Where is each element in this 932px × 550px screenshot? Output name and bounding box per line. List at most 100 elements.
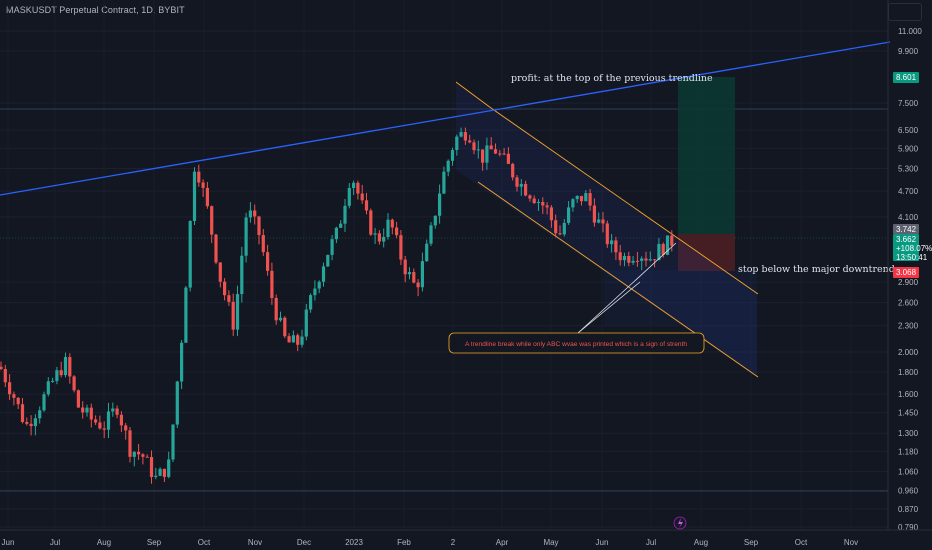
candle-body [29, 423, 33, 427]
candle-body [472, 142, 476, 151]
candle [283, 316, 287, 339]
candle-body [111, 408, 115, 412]
candle [162, 468, 166, 483]
candle [468, 134, 472, 144]
candle-body [25, 422, 29, 424]
candle-body [309, 295, 313, 310]
candle-body [154, 475, 158, 478]
candle [296, 333, 300, 352]
price-tick-label: 4.700 [898, 187, 919, 196]
candle [171, 424, 175, 463]
time-tick-label: Apr [496, 538, 509, 547]
candle-body [188, 221, 192, 288]
candle [137, 443, 141, 460]
candle [68, 353, 72, 384]
price-tick-label: 0.960 [898, 486, 919, 495]
candle-body [407, 272, 412, 275]
candle-body [584, 193, 588, 202]
candle [248, 202, 252, 223]
stop-price-label-bg [893, 267, 919, 278]
candle [575, 195, 579, 203]
candle [72, 375, 76, 393]
price-tick-label: 6.500 [898, 126, 919, 135]
candle [549, 205, 553, 228]
candle [442, 166, 446, 195]
candle [141, 453, 145, 465]
lightning-icon [673, 516, 687, 530]
candle-body [536, 202, 541, 204]
candle [274, 294, 278, 325]
candle [287, 333, 291, 343]
candle [472, 139, 476, 155]
candle-body [274, 297, 278, 321]
candle [382, 228, 386, 248]
candle [567, 200, 571, 225]
candle [326, 254, 330, 267]
candle [438, 184, 442, 224]
candle-body [12, 394, 16, 398]
candle-body [438, 193, 442, 216]
candle [235, 285, 240, 337]
target-price-label: 8.601 [893, 72, 919, 83]
candle [356, 180, 360, 200]
time-tick-label: Aug [97, 538, 111, 547]
time-tick-label: Sep [147, 538, 162, 547]
candle-body [326, 254, 330, 267]
candle-body [63, 357, 68, 376]
candle [399, 230, 403, 265]
price-tick-label: 0.870 [898, 505, 919, 514]
candle [201, 179, 205, 197]
entry-price-label: 3.742 [893, 224, 919, 234]
candle-body [180, 342, 184, 382]
stop-loss-zone [678, 234, 735, 271]
candle-body [321, 266, 326, 282]
candle-body [68, 357, 72, 377]
candle [55, 366, 59, 385]
candle-body [588, 193, 592, 206]
candle-body [287, 336, 291, 343]
candle [227, 290, 231, 306]
candle-body [300, 336, 304, 345]
candle-body [38, 410, 42, 419]
price-tick-label: 4.100 [898, 213, 919, 222]
candle [433, 215, 437, 229]
candle [635, 251, 639, 267]
candle-body [227, 295, 231, 302]
candle-body [653, 259, 657, 261]
candle-body [42, 394, 46, 411]
candle [640, 256, 644, 271]
channel-lower-line [477, 181, 759, 378]
candle [132, 451, 136, 467]
candle-body [124, 425, 128, 431]
candle [261, 228, 265, 256]
price-tick-label: 2.300 [898, 322, 919, 331]
candle-body [455, 136, 459, 151]
candle-body [635, 260, 639, 262]
candle-body [223, 281, 227, 296]
candle-body [592, 205, 596, 223]
candle [592, 198, 596, 227]
candle-body [597, 219, 601, 223]
candle [85, 404, 89, 417]
candle [291, 330, 295, 343]
chart-grid [0, 30, 888, 528]
candlesticks [0, 127, 674, 484]
candle [278, 311, 283, 322]
time-tick-label: Jul [646, 538, 656, 547]
candle-body [132, 451, 136, 457]
candle-body [442, 171, 446, 194]
candle-body [253, 210, 257, 217]
candle-body [369, 210, 373, 235]
candle [214, 233, 218, 265]
candle-body [382, 237, 386, 242]
candle [76, 389, 80, 408]
time-tick-label: May [543, 538, 558, 547]
candle-body [244, 217, 248, 256]
candle [545, 202, 549, 215]
candle-body [468, 140, 472, 143]
candle-body [339, 223, 343, 228]
candle [128, 427, 132, 463]
candle [330, 234, 334, 261]
candle-body [506, 153, 510, 164]
